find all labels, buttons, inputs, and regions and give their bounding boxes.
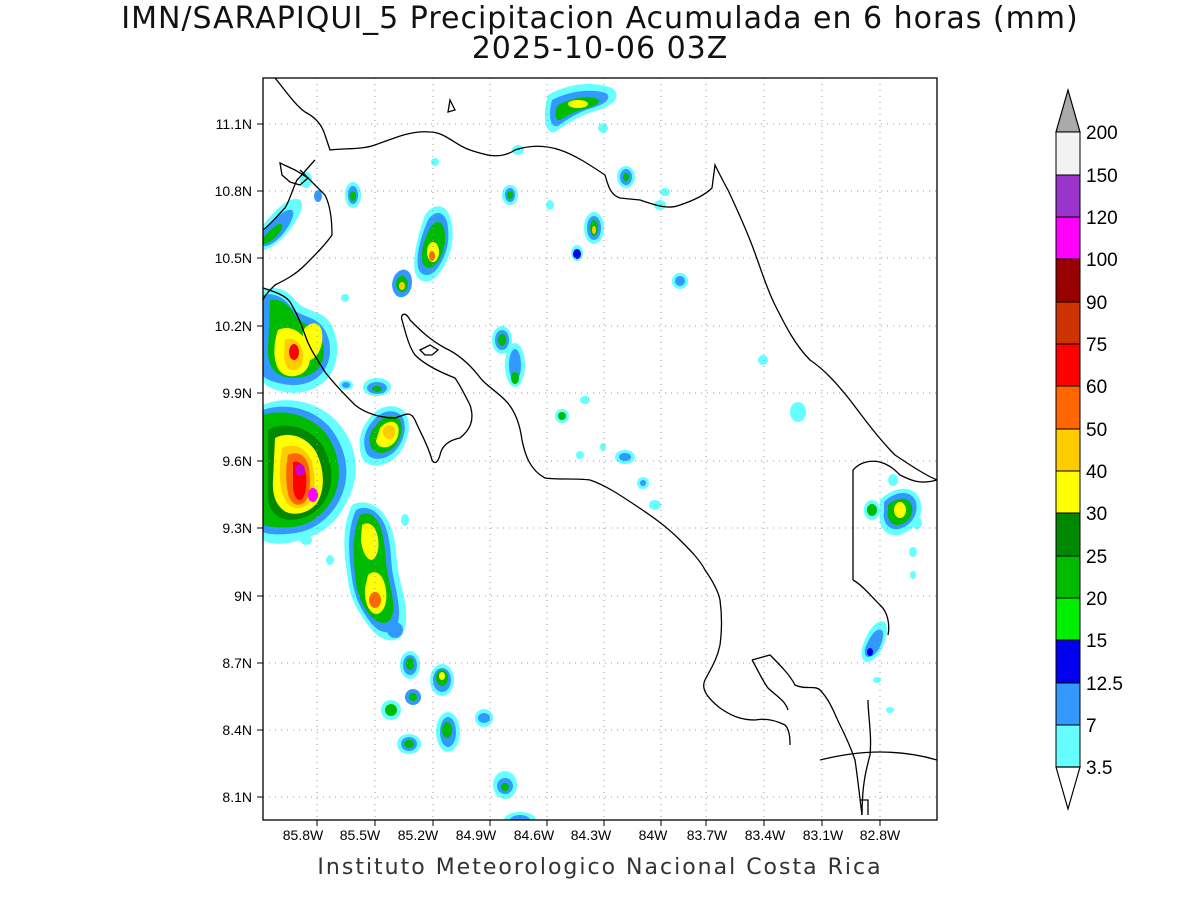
y-tick-label: 8.4N [222,722,252,738]
colorbar-bin [1055,174,1081,218]
y-tick-label: 8.1N [222,789,252,805]
x-tick-labels: 85.8W 85.5W 85.2W 84.9W 84.6W 84.3W 84W … [283,827,901,843]
colorbar-bin [1055,639,1081,684]
x-tick-label: 83.7W [687,827,728,843]
y-tick-label: 9.3N [222,520,252,536]
x-axis [316,820,881,826]
colorbar-label: 50 [1086,420,1107,441]
rain-cell-east [861,474,922,713]
colorbar-bin [1055,682,1081,726]
colorbar-bin [1055,385,1081,430]
rain-cell-south-clusters [300,514,536,820]
colorbar-label: 25 [1086,547,1107,568]
y-tick-label: 8.7N [222,655,252,671]
colorbar-bin [1055,258,1081,303]
colorbar-bin [1055,428,1081,472]
x-tick-label: 83.1W [803,827,844,843]
rain-cell-west-main [263,400,356,544]
colorbar-label: 75 [1086,335,1107,356]
y-tick-label: 9.6N [222,453,252,469]
colorbar-label: 150 [1086,166,1118,187]
rain-cell-north-east [341,84,688,302]
colorbar-bin [1055,343,1081,387]
x-tick-label: 85.2W [398,827,439,843]
colorbar-label: 7 [1086,716,1097,737]
colorbar-label: 100 [1086,250,1118,271]
colorbar-bin [1055,597,1081,641]
colorbar-label: 15 [1086,631,1107,652]
colorbar-label: 40 [1086,462,1107,483]
colorbar-top-arrow [1055,87,1081,133]
x-tick-label: 83.4W [745,827,786,843]
rain-cell-south-band [344,502,407,641]
rain-cell-nw-edge [263,172,322,250]
precipitation-field [263,84,922,820]
rain-cell-west-upper [263,288,338,393]
colorbar-labels: 200 150 120 100 90 75 60 50 40 30 25 20 … [1086,123,1123,779]
colorbar [1055,87,1081,812]
colorbar-bin [1055,724,1081,768]
colorbar-label: 120 [1086,208,1118,229]
rain-cell-central [492,326,806,510]
colorbar-bottom-arrow [1055,766,1081,812]
y-tick-label: 11.1N [216,116,252,132]
y-tick-label: 9.9N [222,385,252,401]
colorbar-label: 200 [1086,123,1118,144]
colorbar-label: 60 [1086,377,1107,398]
colorbar-bin [1055,555,1081,599]
y-tick-label: 10.5N [215,250,252,266]
coastlines [263,78,937,816]
rain-cell-north-central [339,182,453,396]
colorbar-bin [1055,470,1081,514]
colorbar-label: 90 [1086,293,1107,314]
colorbar-label: 20 [1086,589,1107,610]
map-subtitle: 2025-10-06 03Z [471,31,729,66]
colorbar-bin [1055,301,1081,345]
colorbar-label: 30 [1086,504,1107,525]
y-axis [257,123,263,798]
map-title: IMN/SARAPIQUI_5 Precipitacion Acumulada … [121,1,1079,36]
x-tick-label: 84W [639,827,669,843]
x-tick-label: 82.8W [860,827,901,843]
y-tick-label: 9N [234,588,252,604]
footer-credit: Instituto Meteorologico Nacional Costa R… [317,855,883,880]
grid-lines [263,78,937,820]
colorbar-bin [1055,131,1081,176]
colorbar-label: 12.5 [1086,674,1123,695]
rain-cell-85-3w [359,406,409,466]
colorbar-bin [1055,512,1081,557]
colorbar-label: 3.5 [1086,758,1112,779]
x-tick-label: 85.8W [283,827,324,843]
x-tick-label: 84.3W [571,827,612,843]
plot-frame [262,77,938,821]
y-tick-labels: 11.1N 10.8N 10.5N 10.2N 9.9N 9.6N 9.3N 9… [215,116,252,805]
x-tick-label: 85.5W [340,827,381,843]
x-tick-label: 84.6W [514,827,555,843]
colorbar-bin [1055,216,1081,260]
x-tick-label: 84.9W [456,827,497,843]
y-tick-label: 10.2N [215,318,252,334]
y-tick-label: 10.8N [215,183,252,199]
